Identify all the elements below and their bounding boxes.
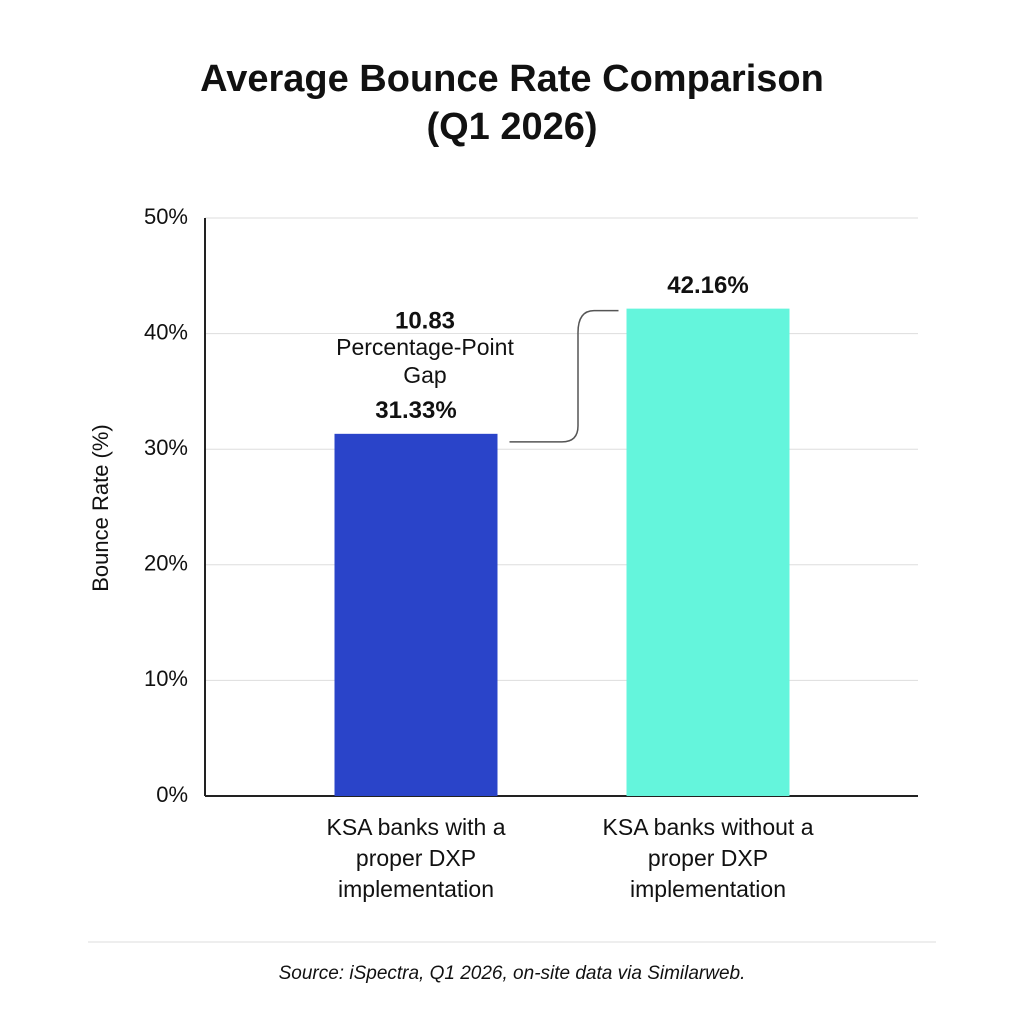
y-tick-label: 10% bbox=[144, 666, 188, 691]
y-tick-label: 0% bbox=[156, 782, 188, 807]
x-tick-label-box: KSA banks without a proper DXP implement… bbox=[602, 814, 814, 903]
value-label: 31.33% bbox=[375, 397, 456, 424]
y-tick-label: 20% bbox=[144, 551, 188, 576]
chart-title: Average Bounce Rate Comparison (Q1 2026) bbox=[200, 58, 824, 148]
y-tick-label: 50% bbox=[144, 204, 188, 229]
x-tick-label-box: KSA banks with a proper DXP implementati… bbox=[326, 814, 506, 903]
y-tick-label: 40% bbox=[144, 319, 188, 344]
title-box: Average Bounce Rate Comparison (Q1 2026) bbox=[200, 58, 824, 148]
x-tick-label: KSA banks without a proper DXP implement… bbox=[602, 814, 814, 903]
annotation-value: 10.83 bbox=[395, 307, 455, 334]
source: Source: iSpectra, Q1 2026, on-site data … bbox=[279, 963, 746, 984]
bar bbox=[334, 433, 498, 796]
x-tick-label: KSA banks with a proper DXP implementati… bbox=[326, 814, 506, 903]
bar bbox=[626, 308, 790, 796]
value-label: 42.16% bbox=[667, 272, 748, 299]
annotation-text: Percentage-Point Gap bbox=[300, 334, 550, 390]
y-axis-label: Bounce Rate (%) bbox=[88, 424, 113, 592]
annotation-text-box: Percentage-Point Gap bbox=[300, 334, 550, 390]
connector bbox=[509, 309, 619, 443]
y-tick-label: 30% bbox=[144, 435, 188, 460]
